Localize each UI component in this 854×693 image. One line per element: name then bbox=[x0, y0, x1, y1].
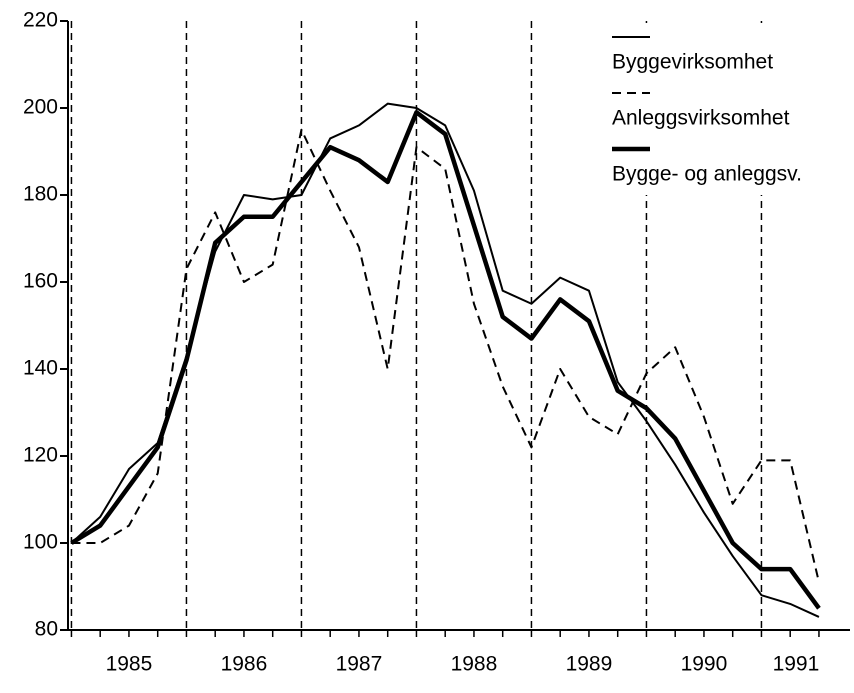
x-tick-label: 1987 bbox=[336, 653, 383, 676]
y-tick-label: 200 bbox=[23, 96, 58, 119]
x-tick-label: 1990 bbox=[681, 653, 728, 676]
x-tick-label: 1991 bbox=[773, 653, 820, 676]
legend-label: Anleggsvirksomhet bbox=[612, 107, 790, 130]
series-line bbox=[71, 128, 820, 583]
y-tick-label: 160 bbox=[23, 270, 58, 293]
legend-label: Bygge- og anleggsv. bbox=[612, 163, 802, 186]
legend-background bbox=[600, 23, 850, 195]
y-tick-label: 140 bbox=[23, 357, 58, 380]
x-tick-label: 1985 bbox=[106, 653, 153, 676]
x-tick-label: 1988 bbox=[451, 653, 498, 676]
x-tick-label: 1986 bbox=[221, 653, 268, 676]
y-tick-label: 220 bbox=[23, 9, 58, 32]
y-tick-label: 100 bbox=[23, 531, 58, 554]
legend-label: Byggevirksomhet bbox=[612, 51, 773, 74]
series-line bbox=[70, 110, 821, 610]
x-tick-label: 1989 bbox=[566, 653, 613, 676]
y-tick-label: 120 bbox=[23, 444, 58, 467]
y-tick-label: 180 bbox=[23, 183, 58, 206]
y-tick-label: 80 bbox=[35, 618, 58, 641]
